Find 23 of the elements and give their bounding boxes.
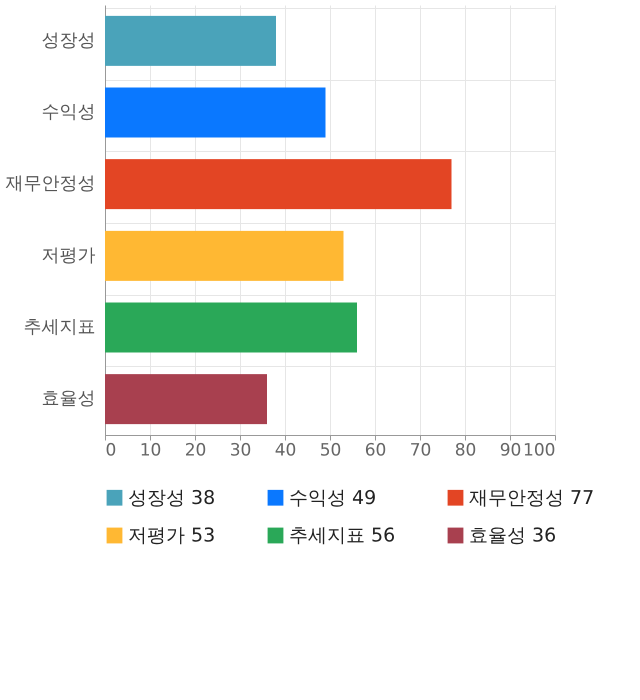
x-tick-label: 10 xyxy=(140,440,162,460)
y-tick-label: 효율성 xyxy=(42,388,96,410)
y-tick-label: 수익성 xyxy=(42,102,96,122)
x-tick-label: 30 xyxy=(230,440,252,460)
x-tick-label: 50 xyxy=(320,440,342,460)
legend-label: 성장성 38 xyxy=(128,486,216,509)
legend-label: 재무안정성 77 xyxy=(469,486,594,509)
x-tick-label: 90 xyxy=(500,440,522,460)
x-tick-label: 40 xyxy=(274,440,296,460)
x-tick-label: 80 xyxy=(454,440,476,460)
x-tick-label: 0 xyxy=(106,440,116,460)
legend-label: 효율성 36 xyxy=(469,524,556,546)
y-tick-label: 성장성 xyxy=(42,30,96,51)
legend-label: 수익성 49 xyxy=(289,486,376,509)
x-tick-label: 100 xyxy=(523,440,556,460)
y-tick-label: 저평가 xyxy=(42,244,96,266)
legend-label: 저평가 53 xyxy=(128,524,216,546)
x-tick-label: 70 xyxy=(410,440,432,460)
y-tick-label: 재무안정성 xyxy=(6,173,96,194)
x-tick-label: 20 xyxy=(184,440,206,460)
legend-label: 추세지표 56 xyxy=(289,524,396,546)
x-tick-label: 60 xyxy=(364,440,386,460)
y-tick-label: 추세지표 xyxy=(24,316,96,338)
